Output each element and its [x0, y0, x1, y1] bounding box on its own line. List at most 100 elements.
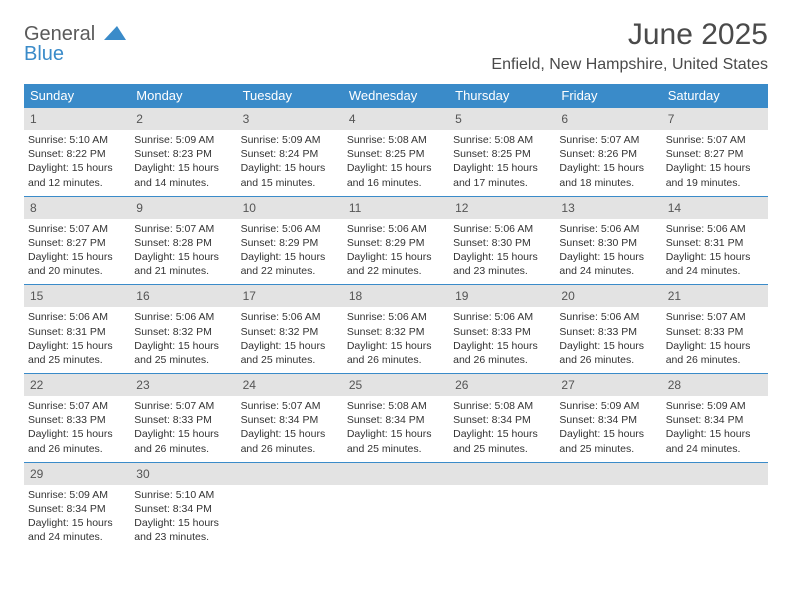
day-cell [662, 463, 768, 551]
day-cell: 29Sunrise: 5:09 AMSunset: 8:34 PMDayligh… [24, 463, 130, 551]
day-cell: 3Sunrise: 5:09 AMSunset: 8:24 PMDaylight… [237, 108, 343, 196]
header: General Blue June 2025 Enfield, New Hamp… [24, 18, 768, 74]
dow-monday: Monday [130, 84, 236, 108]
day-number-bar: 26 [449, 374, 555, 396]
day-number-bar: 15 [24, 285, 130, 307]
day-number: 29 [30, 467, 43, 481]
day-body: Sunrise: 5:06 AMSunset: 8:33 PMDaylight:… [559, 310, 657, 367]
day-body: Sunrise: 5:08 AMSunset: 8:25 PMDaylight:… [453, 133, 551, 190]
day-number-bar: 4 [343, 108, 449, 130]
day-number [561, 467, 564, 481]
sunset-line: Sunset: 8:27 PM [28, 236, 126, 250]
dow-tuesday: Tuesday [237, 84, 343, 108]
day-number-bar: 5 [449, 108, 555, 130]
sunrise-line: Sunrise: 5:09 AM [134, 133, 232, 147]
sunset-line: Sunset: 8:33 PM [453, 325, 551, 339]
day-body: Sunrise: 5:07 AMSunset: 8:33 PMDaylight:… [28, 399, 126, 456]
day-body: Sunrise: 5:09 AMSunset: 8:34 PMDaylight:… [666, 399, 764, 456]
day-body: Sunrise: 5:06 AMSunset: 8:32 PMDaylight:… [241, 310, 339, 367]
sunset-line: Sunset: 8:34 PM [134, 502, 232, 516]
dow-sunday: Sunday [24, 84, 130, 108]
dow-header-row: SundayMondayTuesdayWednesdayThursdayFrid… [24, 84, 768, 108]
week-row: 15Sunrise: 5:06 AMSunset: 8:31 PMDayligh… [24, 285, 768, 374]
day-number-bar: 7 [662, 108, 768, 130]
daylight-line: Daylight: 15 hours and 26 minutes. [666, 339, 764, 367]
sunrise-line: Sunrise: 5:06 AM [559, 222, 657, 236]
day-number-bar: 16 [130, 285, 236, 307]
day-number-bar: 29 [24, 463, 130, 485]
day-body: Sunrise: 5:10 AMSunset: 8:34 PMDaylight:… [134, 488, 232, 545]
day-cell: 7Sunrise: 5:07 AMSunset: 8:27 PMDaylight… [662, 108, 768, 196]
calendar-grid: SundayMondayTuesdayWednesdayThursdayFrid… [24, 84, 768, 550]
day-number: 17 [243, 289, 256, 303]
day-number: 21 [668, 289, 681, 303]
daylight-line: Daylight: 15 hours and 25 minutes. [241, 339, 339, 367]
day-cell: 16Sunrise: 5:06 AMSunset: 8:32 PMDayligh… [130, 285, 236, 373]
day-number: 8 [30, 201, 37, 215]
day-number [455, 467, 458, 481]
sunrise-line: Sunrise: 5:06 AM [347, 310, 445, 324]
sunrise-line: Sunrise: 5:09 AM [666, 399, 764, 413]
day-number-bar: 24 [237, 374, 343, 396]
sunset-line: Sunset: 8:34 PM [666, 413, 764, 427]
month-title: June 2025 [491, 18, 768, 52]
day-cell: 1Sunrise: 5:10 AMSunset: 8:22 PMDaylight… [24, 108, 130, 196]
day-cell: 21 Sunrise: 5:07 AMSunset: 8:33 PMDayligh… [662, 285, 768, 373]
day-cell: 4Sunrise: 5:08 AMSunset: 8:25 PMDaylight… [343, 108, 449, 196]
daylight-line: Daylight: 15 hours and 25 minutes. [453, 427, 551, 455]
daylight-line: Daylight: 15 hours and 14 minutes. [134, 161, 232, 189]
title-block: June 2025 Enfield, New Hampshire, United… [491, 18, 768, 74]
day-body: Sunrise: 5:07 AMSunset: 8:34 PMDaylight:… [241, 399, 339, 456]
dow-thursday: Thursday [449, 84, 555, 108]
daylight-line: Daylight: 15 hours and 26 minutes. [453, 339, 551, 367]
day-number: 24 [243, 378, 256, 392]
brand-part1: General [24, 23, 95, 45]
day-body: Sunrise: 5:09 AMSunset: 8:23 PMDaylight:… [134, 133, 232, 190]
day-number: 6 [561, 112, 568, 126]
day-cell: 23Sunrise: 5:07 AMSunset: 8:33 PMDayligh… [130, 374, 236, 462]
sunset-line: Sunset: 8:34 PM [28, 502, 126, 516]
sunrise-line: Sunrise: 5:07 AM [28, 222, 126, 236]
day-number: 3 [243, 112, 250, 126]
sunrise-line: Sunrise: 5:06 AM [453, 310, 551, 324]
day-cell: 15Sunrise: 5:06 AMSunset: 8:31 PMDayligh… [24, 285, 130, 373]
daylight-line: Daylight: 15 hours and 25 minutes. [134, 339, 232, 367]
day-number [349, 467, 352, 481]
day-number-bar: 12 [449, 197, 555, 219]
day-number: 23 [136, 378, 149, 392]
day-number [243, 467, 246, 481]
day-cell: 14Sunrise: 5:06 AMSunset: 8:31 PMDayligh… [662, 197, 768, 285]
sunset-line: Sunset: 8:29 PM [347, 236, 445, 250]
day-cell: 2Sunrise: 5:09 AMSunset: 8:23 PMDaylight… [130, 108, 236, 196]
sunrise-line: Sunrise: 5:06 AM [453, 222, 551, 236]
day-cell: 8Sunrise: 5:07 AMSunset: 8:27 PMDaylight… [24, 197, 130, 285]
daylight-line: Daylight: 15 hours and 26 minutes. [347, 339, 445, 367]
daylight-line: Daylight: 15 hours and 22 minutes. [241, 250, 339, 278]
brand-mark-icon [104, 26, 126, 40]
day-cell: 11Sunrise: 5:06 AMSunset: 8:29 PMDayligh… [343, 197, 449, 285]
day-number-bar: 18 [343, 285, 449, 307]
daylight-line: Daylight: 15 hours and 22 minutes. [347, 250, 445, 278]
sunset-line: Sunset: 8:31 PM [28, 325, 126, 339]
sunrise-line: Sunrise: 5:07 AM [241, 399, 339, 413]
sunrise-line: Sunrise: 5:07 AM [134, 222, 232, 236]
day-number [668, 467, 671, 481]
day-number: 15 [30, 289, 43, 303]
day-body [347, 488, 445, 538]
day-body: Sunrise: 5:07 AMSunset: 8:33 PMDaylight:… [666, 310, 764, 367]
day-number: 18 [349, 289, 362, 303]
day-cell: 18Sunrise: 5:06 AMSunset: 8:32 PMDayligh… [343, 285, 449, 373]
week-row: 29Sunrise: 5:09 AMSunset: 8:34 PMDayligh… [24, 463, 768, 551]
day-number: 5 [455, 112, 462, 126]
daylight-line: Daylight: 15 hours and 26 minutes. [559, 339, 657, 367]
day-number-bar: 30 [130, 463, 236, 485]
sunset-line: Sunset: 8:27 PM [666, 147, 764, 161]
sunrise-line: Sunrise: 5:07 AM [134, 399, 232, 413]
sunset-line: Sunset: 8:32 PM [134, 325, 232, 339]
day-number-bar: 1 [24, 108, 130, 130]
day-number-bar: 17 [237, 285, 343, 307]
sunset-line: Sunset: 8:23 PM [134, 147, 232, 161]
daylight-line: Daylight: 15 hours and 18 minutes. [559, 161, 657, 189]
sunrise-line: Sunrise: 5:06 AM [28, 310, 126, 324]
daylight-line: Daylight: 15 hours and 24 minutes. [559, 250, 657, 278]
